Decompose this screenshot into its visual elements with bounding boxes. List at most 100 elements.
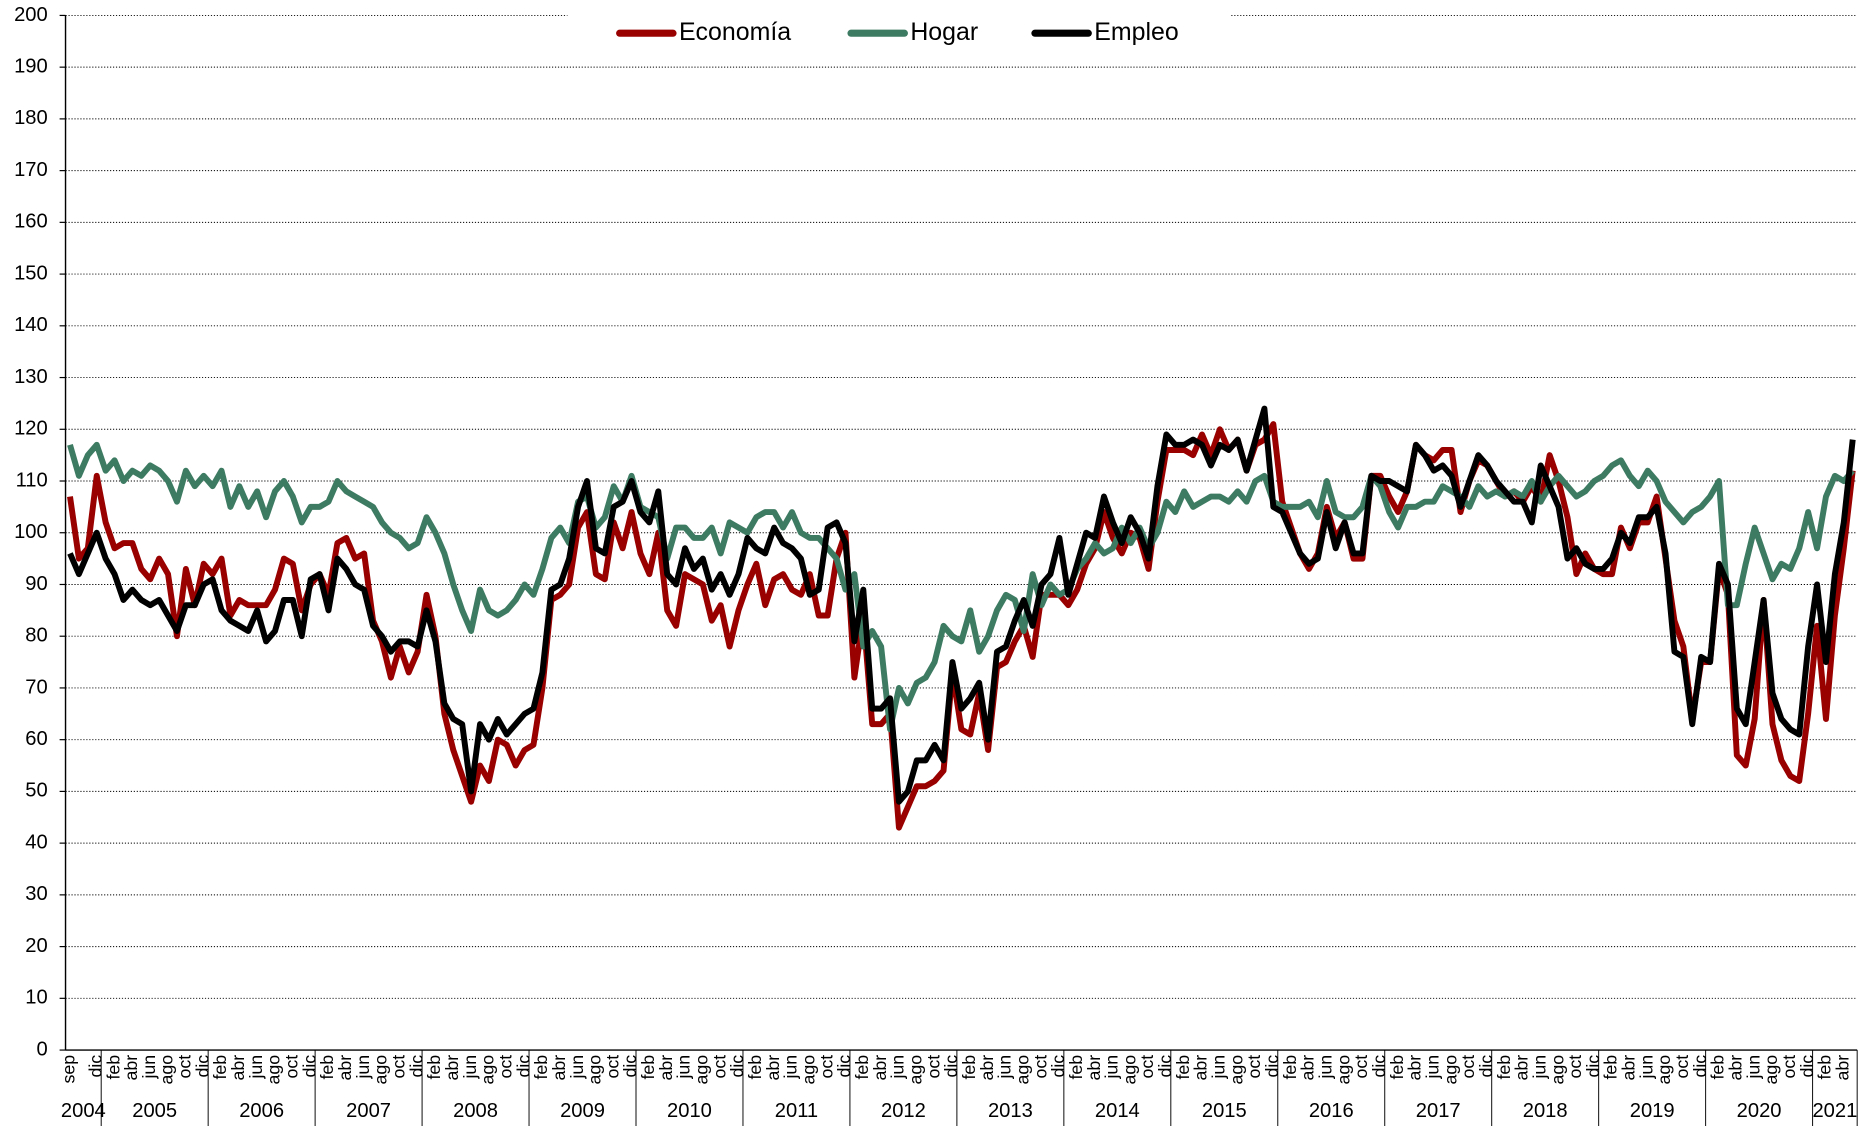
series-line <box>67 421 1856 831</box>
x-tick-label: abr <box>1405 1055 1425 1081</box>
x-tick-label: dic <box>1048 1055 1068 1078</box>
x-tick-label: oct <box>388 1055 408 1079</box>
x-tick-label: ago <box>157 1055 177 1085</box>
x-tick-label: abr <box>1298 1055 1318 1081</box>
y-tick-label: 50 <box>25 780 47 802</box>
legend-label: Economía <box>679 18 791 46</box>
x-tick-label: oct <box>923 1055 943 1079</box>
y-tick-label: 60 <box>25 728 47 750</box>
x-tick-label: ago <box>264 1055 284 1085</box>
line-layer <box>67 405 1856 831</box>
year-label: 2021 <box>1812 1100 1857 1122</box>
year-label: 2020 <box>1737 1100 1782 1122</box>
x-tick-label: oct <box>816 1055 836 1079</box>
x-tick-label: abr <box>335 1055 355 1081</box>
axis-layer: 0 10 20 30 40 50 60 70 80 90 100 110 120 130 140 150 160… <box>14 4 1858 1126</box>
x-tick-label: abr <box>442 1055 462 1081</box>
x-tick-label: oct <box>175 1055 195 1079</box>
x-tick-label: ago <box>692 1055 712 1085</box>
series-line <box>67 405 1856 805</box>
year-label: 2016 <box>1309 1100 1354 1122</box>
x-tick-label: dic <box>1690 1055 1710 1078</box>
y-tick-label: 170 <box>14 159 48 181</box>
x-tick-label: jun <box>1316 1055 1336 1080</box>
x-tick-label: oct <box>602 1055 622 1079</box>
x-tick-label: feb <box>1601 1055 1621 1080</box>
year-label: 2004 <box>61 1100 106 1122</box>
x-tick-label: abr <box>121 1055 141 1081</box>
x-tick-label: oct <box>282 1055 302 1079</box>
x-tick-label: sep <box>59 1055 79 1084</box>
x-tick-label: dic <box>1155 1055 1175 1078</box>
x-tick-label: abr <box>549 1055 569 1081</box>
x-tick-label: ago <box>905 1055 925 1085</box>
x-tick-label: ago <box>371 1055 391 1085</box>
year-label: 2018 <box>1523 1100 1568 1122</box>
x-tick-label: dic <box>513 1055 533 1078</box>
x-tick-label: abr <box>977 1055 997 1081</box>
x-tick-label: oct <box>1779 1055 1799 1079</box>
x-tick-label: oct <box>1351 1055 1371 1079</box>
x-tick-label: jun <box>781 1055 801 1080</box>
x-tick-label: dic <box>299 1055 319 1078</box>
y-tick-label: 140 <box>14 314 48 336</box>
x-tick-label: abr <box>763 1055 783 1081</box>
x-tick-label: oct <box>1244 1055 1264 1079</box>
y-tick-label: 120 <box>14 418 48 440</box>
y-tick-label: 160 <box>14 211 48 233</box>
x-tick-label: feb <box>210 1055 230 1080</box>
year-label: 2009 <box>560 1100 605 1122</box>
x-tick-label: abr <box>228 1055 248 1081</box>
x-tick-label: abr <box>1084 1055 1104 1081</box>
x-tick-label: dic <box>85 1055 105 1078</box>
x-tick-label: jun <box>1102 1055 1122 1080</box>
x-tick-label: feb <box>745 1055 765 1080</box>
year-label: 2013 <box>988 1100 1033 1122</box>
x-tick-label: dic <box>1476 1055 1496 1078</box>
x-tick-label: feb <box>1815 1055 1835 1080</box>
x-tick-label: oct <box>1030 1055 1050 1079</box>
x-tick-label: feb <box>1280 1055 1300 1080</box>
x-tick-label: feb <box>317 1055 337 1080</box>
x-tick-label: feb <box>852 1055 872 1080</box>
y-tick-label: 130 <box>14 366 48 388</box>
x-tick-label: feb <box>638 1055 658 1080</box>
y-tick-label: 180 <box>14 107 48 129</box>
x-tick-label: abr <box>1619 1055 1639 1081</box>
x-tick-label: oct <box>1565 1055 1585 1079</box>
x-tick-label: oct <box>1672 1055 1692 1079</box>
x-tick-label: jun <box>1209 1055 1229 1080</box>
y-tick-label: 200 <box>14 4 48 26</box>
x-tick-label: dic <box>1369 1055 1389 1078</box>
y-tick-label: 30 <box>25 883 47 905</box>
y-tick-label: 70 <box>25 676 47 698</box>
x-tick-label: feb <box>1708 1055 1728 1080</box>
legend-label: Hogar <box>910 18 978 46</box>
x-tick-label: ago <box>478 1055 498 1085</box>
x-tick-label: dic <box>192 1055 212 1078</box>
legend-label: Empleo <box>1094 18 1178 46</box>
y-tick-label: 20 <box>25 935 47 957</box>
x-tick-label: abr <box>1832 1055 1852 1081</box>
year-label: 2008 <box>453 1100 498 1122</box>
year-label: 2007 <box>346 1100 391 1122</box>
x-tick-label: jun <box>888 1055 908 1080</box>
year-label: 2015 <box>1202 1100 1247 1122</box>
x-tick-label: feb <box>1387 1055 1407 1080</box>
x-tick-label: ago <box>799 1055 819 1085</box>
x-tick-label: dic <box>620 1055 640 1078</box>
x-tick-label: jun <box>674 1055 694 1080</box>
grid-layer <box>65 14 1858 1051</box>
y-tick-label: 40 <box>25 831 47 853</box>
x-tick-label: jun <box>995 1055 1015 1080</box>
x-tick-label: jun <box>139 1055 159 1080</box>
x-tick-label: feb <box>1173 1055 1193 1080</box>
year-label: 2006 <box>239 1100 284 1122</box>
x-tick-label: jun <box>1422 1055 1442 1080</box>
x-tick-label: oct <box>1458 1055 1478 1079</box>
x-tick-label: dic <box>406 1055 426 1078</box>
x-tick-label: jun <box>353 1055 373 1080</box>
y-tick-label: 80 <box>25 625 47 647</box>
year-label: 2011 <box>775 1100 818 1122</box>
